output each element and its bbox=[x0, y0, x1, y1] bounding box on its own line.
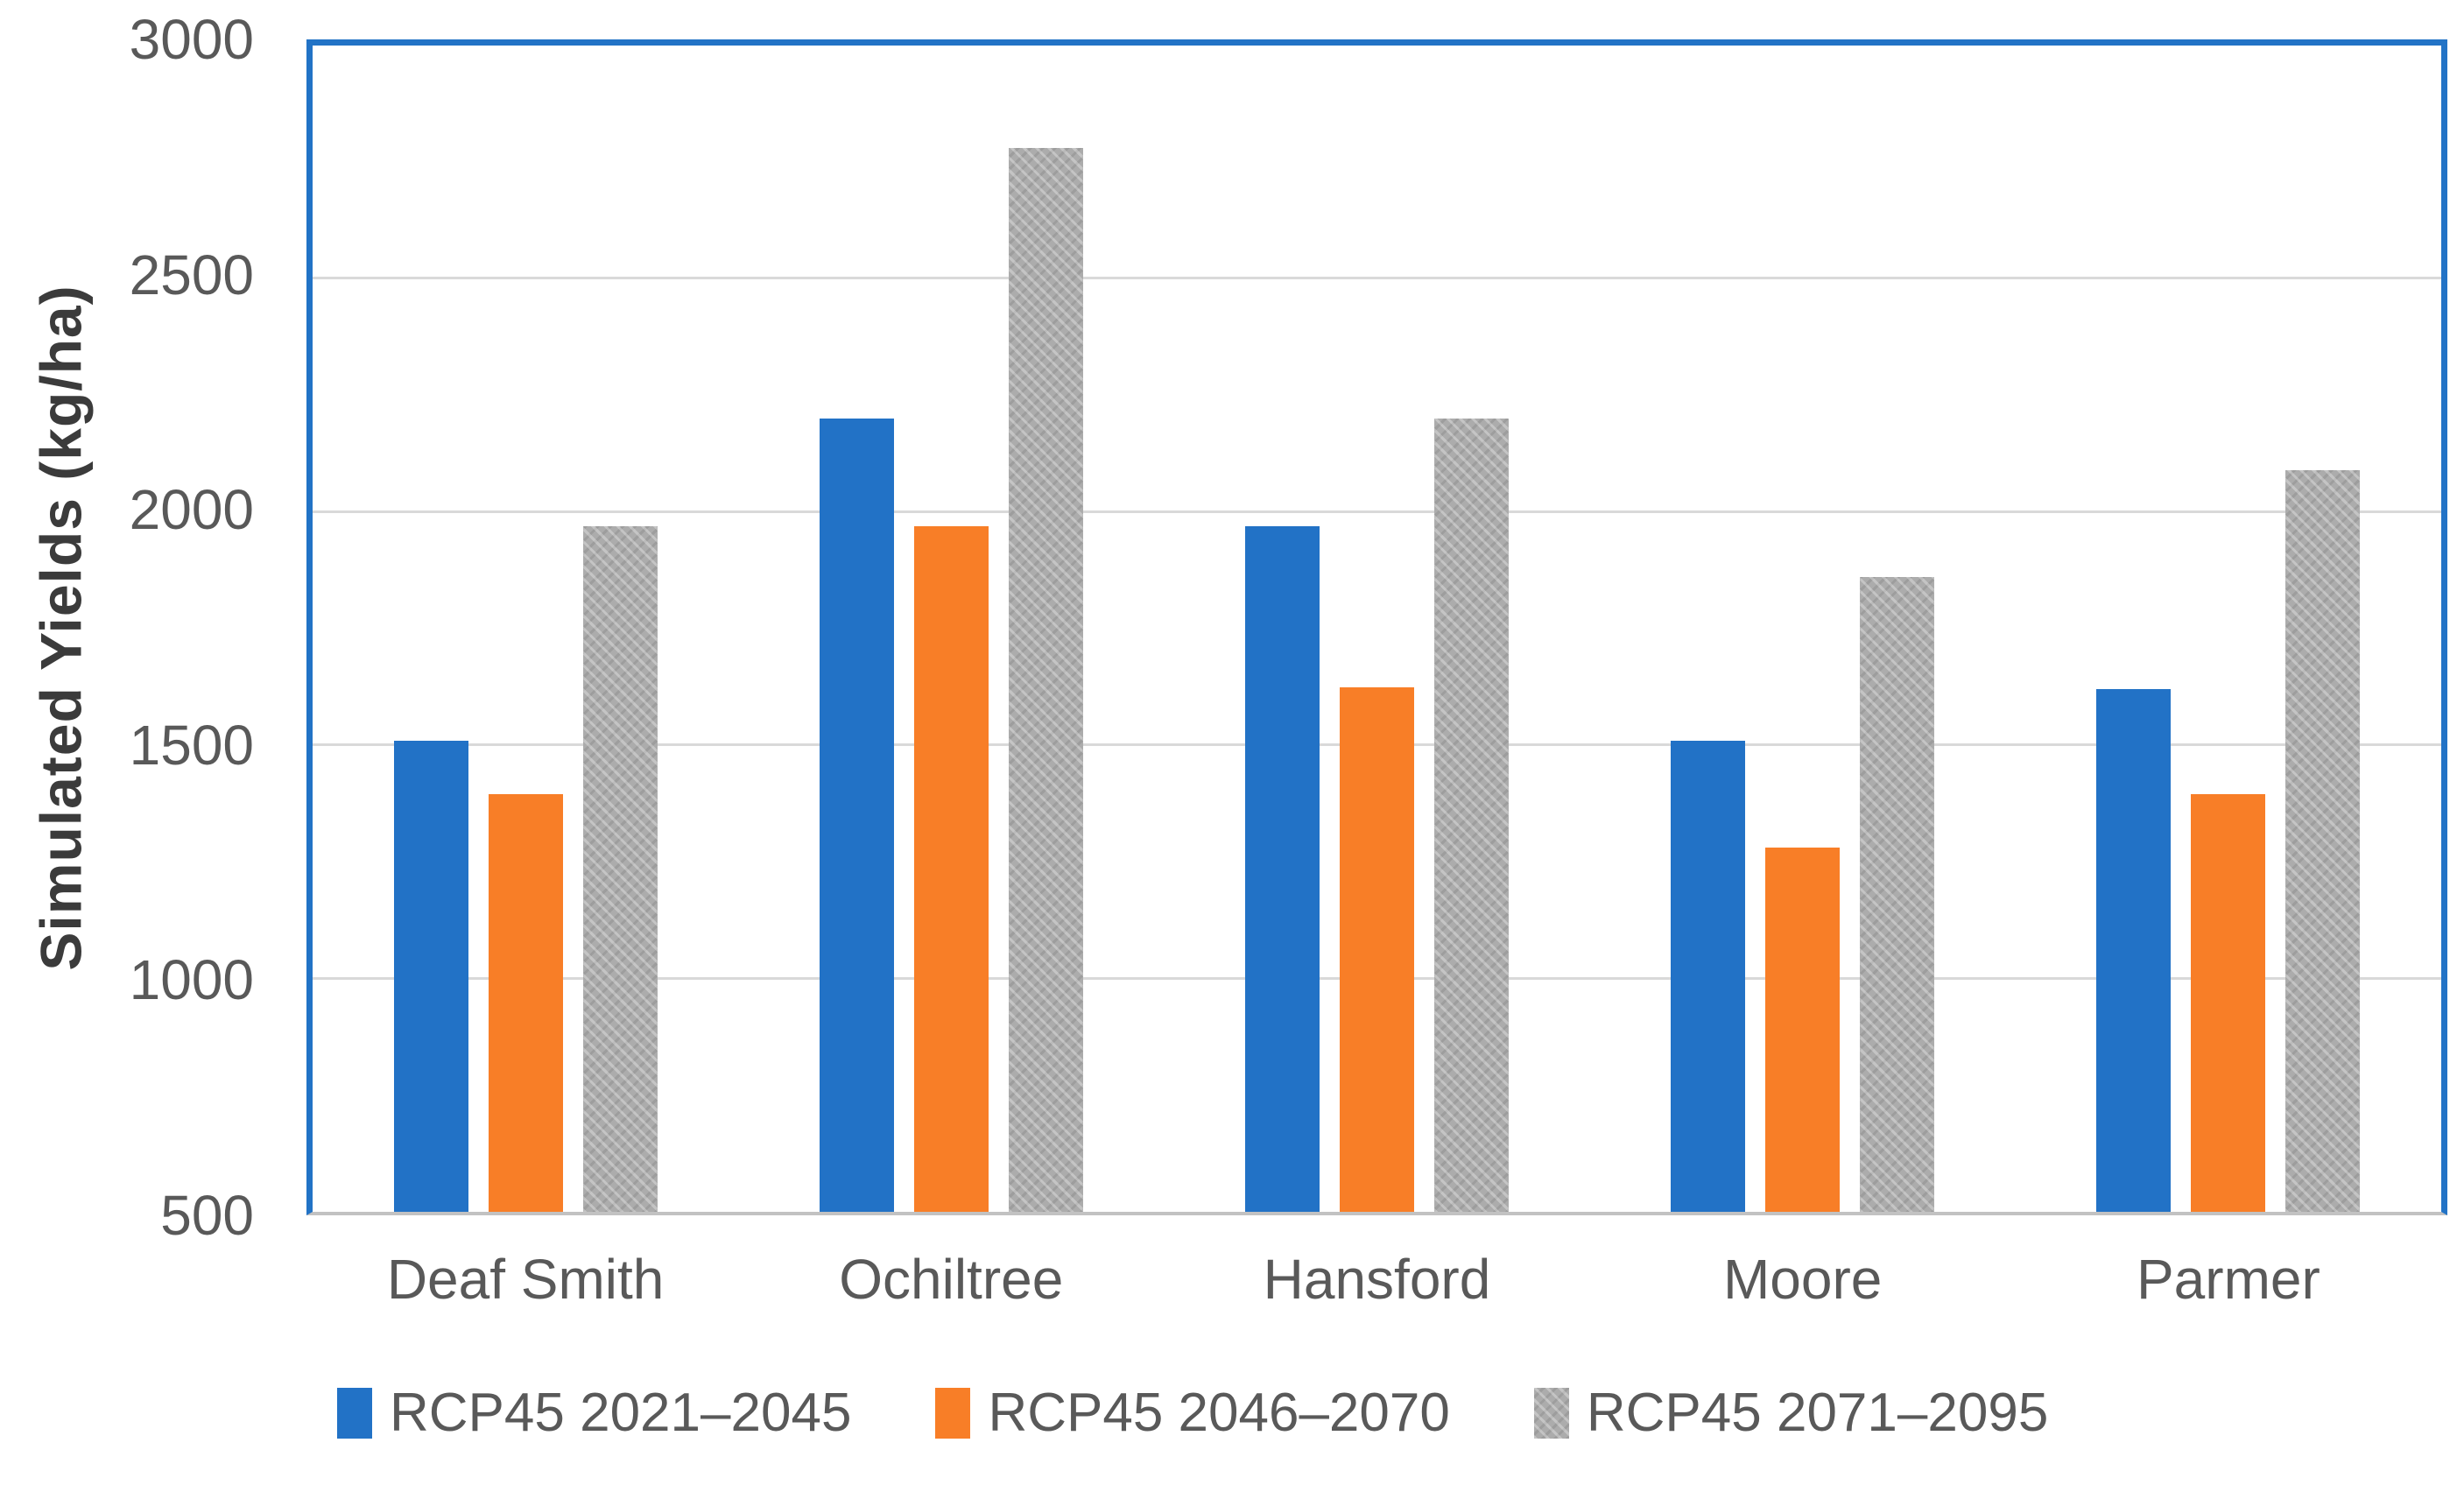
bar-moore-series-1 bbox=[1671, 740, 1746, 1212]
bar-parmer-series-2 bbox=[2191, 794, 2266, 1212]
bar-ochiltree-series-3 bbox=[1008, 148, 1083, 1212]
legend-label-2: RCP45 2046–2070 bbox=[988, 1383, 1450, 1443]
bar-moore-series-2 bbox=[1765, 848, 1841, 1212]
legend: RCP45 2021–2045 RCP45 2046–2070 RCP45 2071… bbox=[337, 1382, 2048, 1444]
y-axis-tick-labels: 500 1000 1500 2000 2500 3000 bbox=[0, 0, 259, 1485]
bar-parmer-series-3 bbox=[2285, 469, 2361, 1212]
bar-hansford-series-3 bbox=[1434, 419, 1509, 1212]
y-tick-label-1500: 1500 bbox=[129, 713, 254, 777]
y-tick-label-1000: 1000 bbox=[129, 948, 254, 1012]
legend-label-1: RCP45 2021–2045 bbox=[390, 1383, 852, 1443]
x-axis-category-labels: Deaf Smith Ochiltree Hansford Moore Parmer bbox=[306, 1247, 2447, 1343]
bar-hansford-series-2 bbox=[1340, 686, 1414, 1212]
y-tick-label-2500: 2500 bbox=[129, 243, 254, 306]
legend-swatch-3 bbox=[1533, 1387, 1569, 1439]
legend-swatch-1 bbox=[337, 1387, 372, 1439]
gridline-2000 bbox=[313, 510, 2441, 513]
gridline-2500 bbox=[313, 277, 2441, 280]
bar-hansford-series-1 bbox=[1245, 525, 1320, 1212]
legend-item-2: RCP45 2046–2070 bbox=[935, 1382, 1450, 1444]
category-label-moore: Moore bbox=[1722, 1248, 1883, 1311]
bar-moore-series-3 bbox=[1860, 577, 1935, 1212]
legend-label-3: RCP45 2071–2095 bbox=[1586, 1383, 2049, 1443]
legend-item-1: RCP45 2021–2045 bbox=[337, 1382, 851, 1444]
bar-ochiltree-series-1 bbox=[819, 419, 894, 1212]
bar-deaf-smith-series-2 bbox=[488, 794, 563, 1212]
bar-ochiltree-series-2 bbox=[913, 525, 989, 1212]
bar-deaf-smith-series-1 bbox=[393, 740, 468, 1212]
legend-item-3: RCP45 2071–2095 bbox=[1533, 1382, 2049, 1444]
category-label-hansford: Hansford bbox=[1263, 1248, 1491, 1311]
category-label-ochiltree: Ochiltree bbox=[839, 1248, 1064, 1311]
y-tick-label-500: 500 bbox=[160, 1184, 254, 1247]
category-label-deaf-smith: Deaf Smith bbox=[386, 1248, 665, 1311]
bar-parmer-series-1 bbox=[2096, 689, 2172, 1212]
plot-area bbox=[306, 39, 2447, 1215]
category-label-parmer: Parmer bbox=[2136, 1248, 2320, 1311]
plot-inner bbox=[313, 46, 2441, 1212]
y-tick-label-3000: 3000 bbox=[129, 8, 254, 71]
legend-swatch-2 bbox=[935, 1387, 971, 1439]
bar-deaf-smith-series-3 bbox=[582, 525, 658, 1212]
y-tick-label-2000: 2000 bbox=[129, 478, 254, 542]
